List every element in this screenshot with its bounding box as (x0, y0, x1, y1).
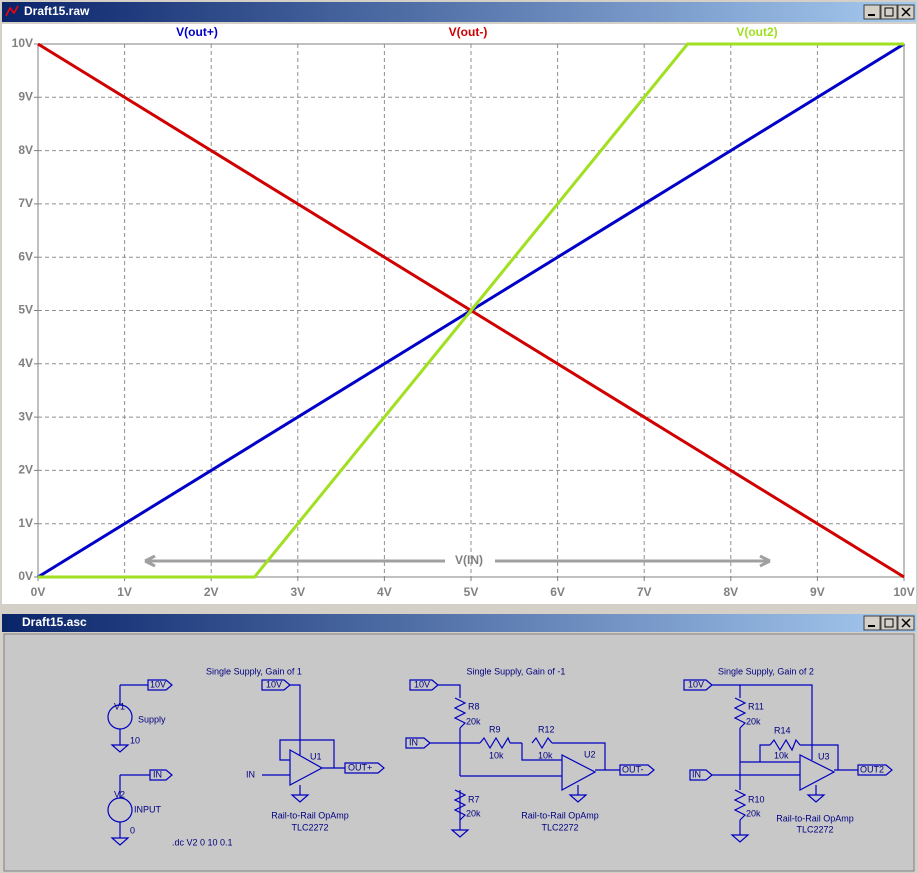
legend-entry: V(out2) (736, 25, 777, 39)
schematic-label: R7 (468, 794, 480, 804)
legend-entry: V(out+) (176, 25, 218, 39)
schematic-label: OUT- (622, 764, 644, 774)
schematic-label: U2 (584, 749, 596, 759)
schematic-label: IN (692, 769, 701, 779)
window-title: Draft15.raw (24, 4, 90, 18)
legend-entry: V(out-) (449, 25, 488, 39)
schematic-label: 10V (688, 679, 704, 689)
title-bar (2, 2, 916, 22)
schematic-label: 20k (746, 808, 761, 818)
schematic-label: .dc V2 0 10 0.1 (172, 837, 233, 847)
y-tick-label: 5V (18, 303, 33, 317)
schematic-label: 10V (150, 679, 166, 689)
window-buttons[interactable] (863, 4, 915, 20)
y-tick-label: 1V (18, 516, 33, 530)
schematic-label: R8 (468, 701, 480, 711)
schematic-label: R10 (748, 794, 765, 804)
schematic-label: Single Supply, Gain of 1 (206, 666, 302, 676)
window-buttons[interactable] (863, 615, 915, 631)
app-icon (5, 5, 19, 17)
schematic-label: 10V (414, 679, 430, 689)
schematic-label: 20k (746, 716, 761, 726)
y-tick-label: 10V (12, 36, 33, 50)
x-tick-label: 8V (723, 585, 738, 599)
schematic-pane (3, 633, 915, 872)
x-tick-label: 9V (810, 585, 825, 599)
y-tick-label: 4V (18, 356, 33, 370)
schematic-label: 20k (466, 808, 481, 818)
x-tick-label: 1V (117, 585, 132, 599)
plot-pane (2, 24, 916, 604)
schematic-label: R14 (774, 725, 791, 735)
schematic-labels: 10V V1 Supply 10 IN V2 INPUT 0 .dc V2 0 10 0.1 Si… (114, 666, 884, 847)
window-title: Draft15.asc (22, 615, 87, 629)
schematic-label: Rail-to-Rail OpAmp (271, 810, 349, 820)
plot: 0V 1V 2V 3V 4V 5V 6V 7V 8V 9V 10V 0V 1V 2V 3V 4V 5V 6V 7V 8… (12, 25, 915, 599)
schematic-label: 10k (774, 750, 789, 760)
y-tick-label: 6V (18, 249, 33, 263)
schematic-label: INPUT (134, 804, 162, 814)
schematic-label: R11 (748, 701, 764, 711)
schematic-label: V2 (114, 789, 125, 799)
x-tick-label: 10V (893, 585, 914, 599)
schematic-label: U3 (818, 751, 830, 761)
annotation-arrow (144, 554, 771, 568)
x-tick-label: 3V (290, 585, 305, 599)
y-tick-label: 8V (18, 143, 33, 157)
annotation: V(IN) (455, 553, 483, 567)
schematic-label: U1 (310, 751, 322, 761)
x-tick-label: 5V (464, 585, 479, 599)
schematic-label: 10k (538, 750, 553, 760)
schematic-label: OUT2 (860, 764, 884, 774)
schematic-label: Rail-to-Rail OpAmp (776, 813, 854, 823)
schematic-label: Rail-to-Rail OpAmp (521, 810, 599, 820)
schematic-label: Single Supply, Gain of 2 (718, 666, 814, 676)
y-tick-label: 2V (18, 463, 33, 477)
series-line (38, 42, 904, 579)
x-tick-label: 2V (204, 585, 219, 599)
schematic-label: TLC2272 (291, 822, 328, 832)
y-tick-label: 7V (18, 196, 33, 210)
y-tick-label: 3V (18, 409, 33, 423)
schematic-label: OUT+ (348, 762, 372, 772)
schematic-label: Supply (138, 714, 166, 724)
plot-frame (37, 43, 905, 578)
y-tick-label: 9V (18, 89, 33, 103)
x-tick-label: 7V (637, 585, 652, 599)
y-tick-label: 0V (18, 569, 33, 583)
schematic-label: 10k (489, 750, 504, 760)
schematic-label: R12 (538, 724, 555, 734)
schematic-label: 10V (266, 679, 282, 689)
x-tick-label: 0V (31, 585, 46, 599)
x-tick-label: 6V (550, 585, 565, 599)
schematic-label: R9 (489, 724, 501, 734)
schematic-label: IN (246, 769, 255, 779)
schematic-label: TLC2272 (541, 822, 578, 832)
x-tick-label: 4V (377, 585, 392, 599)
schematic-label: 20k (466, 716, 481, 726)
schematic-label: TLC2272 (796, 824, 833, 834)
schematic-label: V1 (114, 701, 125, 711)
schematic-label: 10 (130, 735, 140, 745)
schematic-label: 0 (130, 825, 135, 835)
schematic-label: IN (409, 737, 418, 747)
schematic-wires (107, 679, 893, 846)
schematic-label: Single Supply, Gain of -1 (467, 666, 566, 676)
title-bar (2, 614, 916, 632)
schematic-label: IN (153, 769, 162, 779)
